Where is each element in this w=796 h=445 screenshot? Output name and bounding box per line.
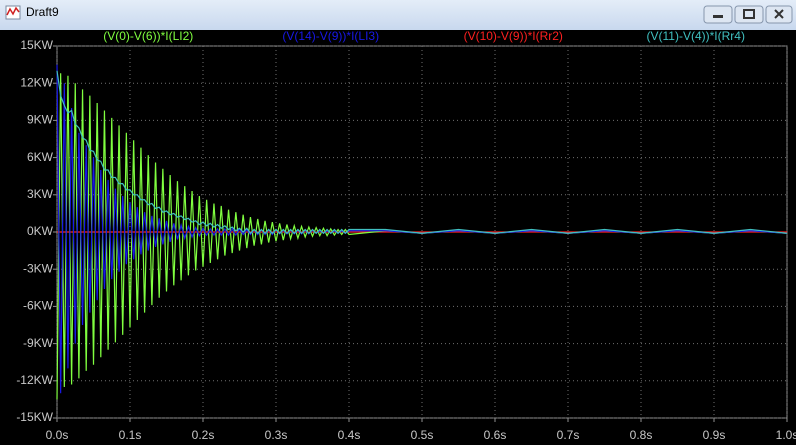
legend-entry: (V(10)-V(9))*I(Rr2) bbox=[464, 29, 563, 43]
plot: -15KW -12KW -9KW -6KW -3KW 0KW 3KW 6KW 9KW 12KW 15… bbox=[16, 29, 796, 442]
x-tick-label: 0.6s bbox=[484, 428, 507, 442]
x-tick-label: 0.1s bbox=[119, 428, 142, 442]
series-line bbox=[56, 70, 788, 235]
title-bar bbox=[0, 0, 796, 30]
close-button[interactable] bbox=[765, 5, 793, 24]
y-tick-label: -9KW bbox=[23, 336, 54, 350]
x-tick-label: 0.9s bbox=[703, 428, 726, 442]
y-tick-label: 6KW bbox=[27, 150, 54, 164]
maximize-button[interactable] bbox=[734, 5, 764, 24]
y-tick-label: -12KW bbox=[16, 373, 53, 387]
window-title: Draft9 bbox=[26, 5, 59, 19]
y-tick-label: 15KW bbox=[20, 38, 53, 52]
window-icon bbox=[5, 5, 21, 20]
x-tick-label: 0.0s bbox=[46, 428, 69, 442]
x-tick-label: 1.0s bbox=[776, 428, 796, 442]
y-tick-label: -3KW bbox=[23, 261, 54, 275]
legend-entry: (V(0)-V(6))*I(LI2) bbox=[103, 29, 193, 43]
x-tick-label: 0.4s bbox=[338, 428, 361, 442]
legend-entry: (V(11)-V(4))*I(Rr4) bbox=[647, 29, 745, 43]
plot-background bbox=[0, 30, 796, 445]
x-tick-label: 0.7s bbox=[557, 428, 580, 442]
y-tick-label: 12KW bbox=[20, 75, 53, 89]
x-tick-label: 0.3s bbox=[265, 428, 288, 442]
minimize-button[interactable] bbox=[703, 5, 733, 24]
legend-entry: (V(14)-V(9))*I(LI3) bbox=[282, 29, 379, 43]
x-tick-label: 0.5s bbox=[411, 428, 434, 442]
x-tick-label: 0.8s bbox=[630, 428, 653, 442]
y-tick-label: -15KW bbox=[16, 410, 53, 424]
y-tick-label: -6KW bbox=[23, 299, 54, 313]
x-tick-label: 0.2s bbox=[192, 428, 215, 442]
y-tick-label: 3KW bbox=[27, 187, 54, 201]
y-tick-label: 9KW bbox=[27, 113, 54, 127]
y-tick-label: 0KW bbox=[27, 224, 54, 238]
